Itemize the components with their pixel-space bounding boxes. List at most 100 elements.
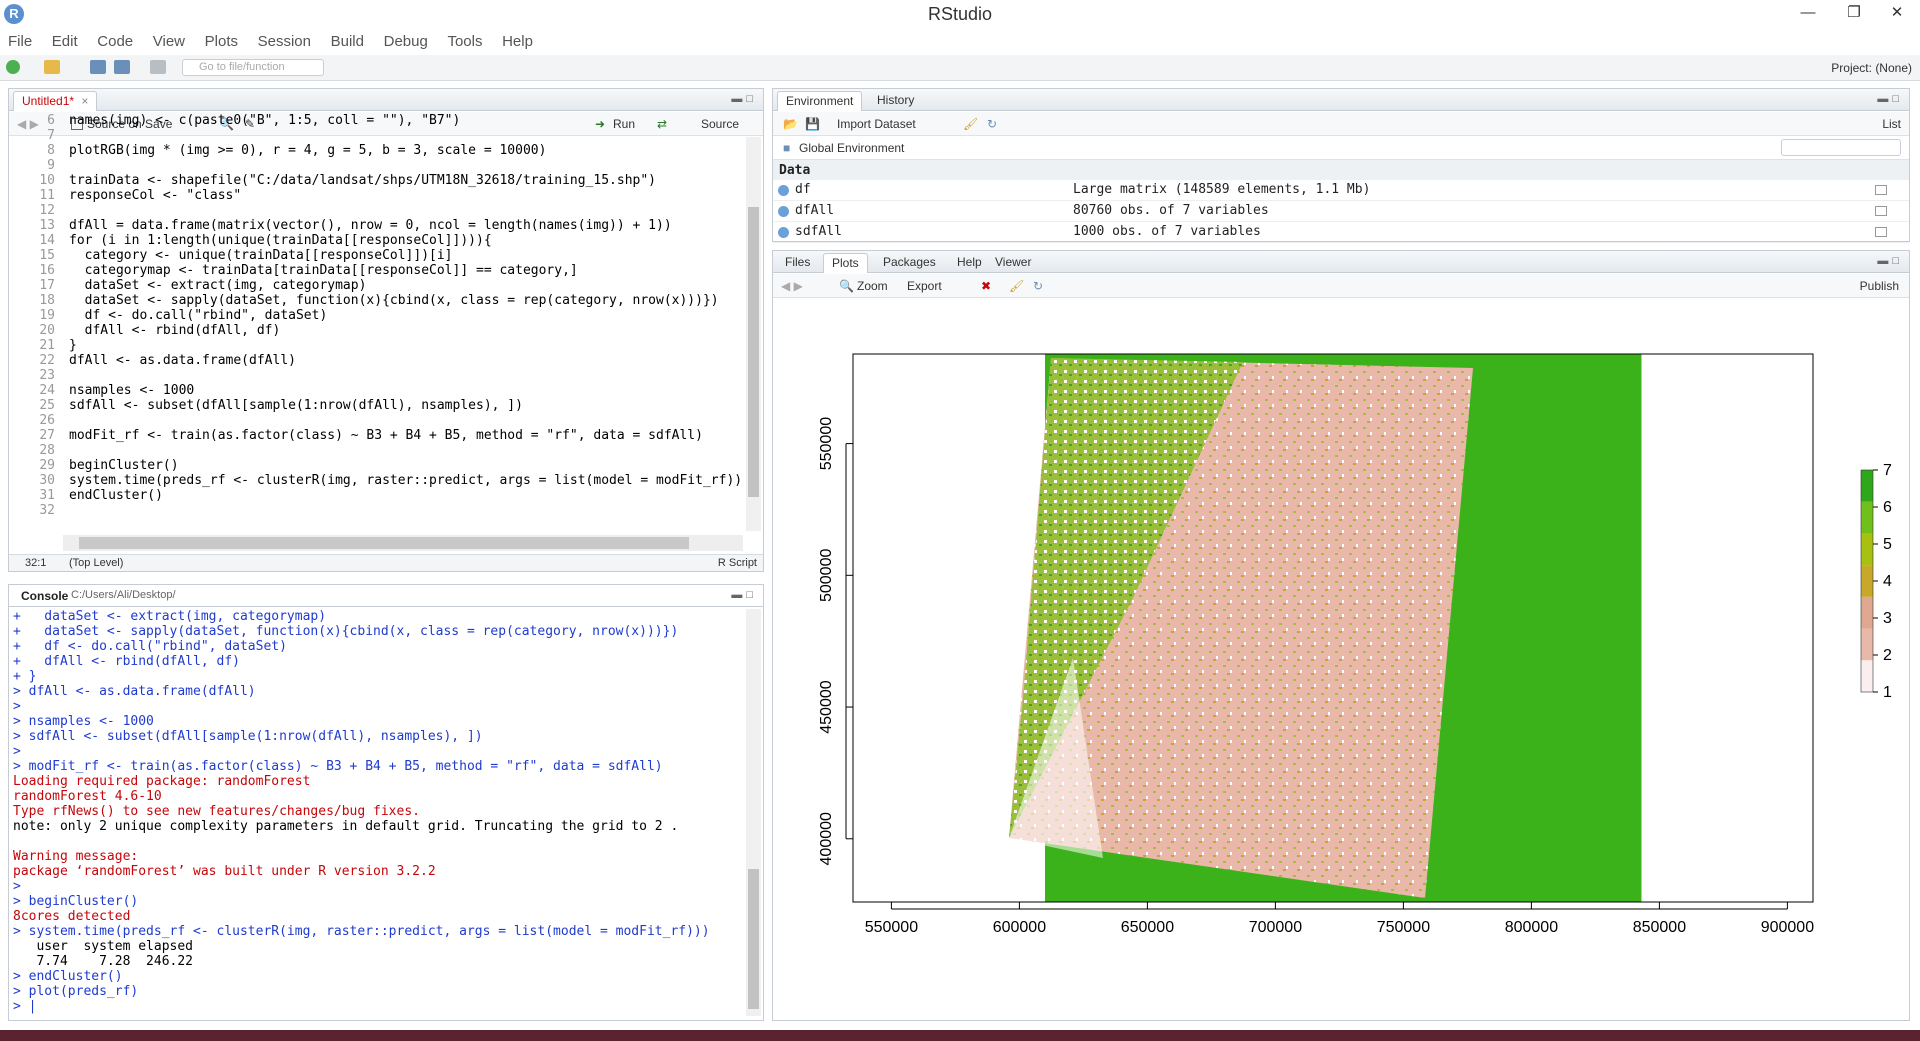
expand-icon[interactable] xyxy=(778,227,789,238)
menu-debug[interactable]: Debug xyxy=(383,33,428,50)
line-number: 15 xyxy=(39,248,55,263)
import-dataset-button[interactable]: Import Dataset xyxy=(837,117,916,131)
save-workspace-icon[interactable]: 💾 xyxy=(805,117,820,131)
run-button[interactable]: Run xyxy=(613,117,636,131)
menu-help[interactable]: Help xyxy=(502,33,533,50)
line-number: 14 xyxy=(39,233,55,248)
menu-session[interactable]: Session xyxy=(257,33,311,50)
clear-plots-icon[interactable]: 🖌 xyxy=(1009,279,1025,293)
expand-icon[interactable] xyxy=(778,206,789,217)
console-line: note: only 2 unique complexity parameter… xyxy=(13,819,679,834)
open-folder-icon[interactable] xyxy=(44,60,60,74)
source-on-save-checkbox[interactable] xyxy=(71,118,83,130)
console-pane: Console C:/Users/Ali/Desktop/ ▬□ + dataS… xyxy=(8,584,764,1021)
new-file-icon[interactable] xyxy=(6,60,20,74)
data-section-header: Data xyxy=(773,160,1909,180)
menu-plots[interactable]: Plots xyxy=(204,33,238,50)
code-editor[interactable]: 6 names(img) <- c(paste0("B", 1:5, coll =… xyxy=(9,113,743,541)
print-icon[interactable] xyxy=(150,60,166,74)
env-minmax-icon[interactable]: ▬□ xyxy=(1877,93,1903,105)
console-vscroll[interactable] xyxy=(746,609,761,1016)
env-row[interactable]: df Large matrix (148589 elements, 1.1 Mb) xyxy=(773,180,1909,201)
console-line: > xyxy=(13,699,21,714)
line-number: 12 xyxy=(39,203,55,218)
grid-view-icon[interactable] xyxy=(1875,227,1887,237)
menu-view[interactable]: View xyxy=(152,33,186,50)
export-button[interactable]: Export xyxy=(907,279,942,293)
code-line: category <- unique(trainData[[responseCo… xyxy=(69,248,453,263)
code-line: df <- do.call("rbind", dataSet) xyxy=(69,308,328,323)
code-line: sdfAll <- subset(dfAll[sample(1:nrow(dfA… xyxy=(69,398,523,413)
menu-file[interactable]: File xyxy=(8,33,33,50)
code-line: } xyxy=(69,338,77,353)
minimize-icon[interactable]: — xyxy=(1800,4,1816,21)
save-icon[interactable] xyxy=(90,60,106,74)
menu-build[interactable]: Build xyxy=(330,33,364,50)
pane-minmax-icon[interactable]: ▬□ xyxy=(731,93,757,105)
tab-history[interactable]: History xyxy=(877,93,915,107)
line-number: 21 xyxy=(39,338,55,353)
plots-minmax-icon[interactable]: ▬□ xyxy=(1877,255,1903,267)
back-icon[interactable]: ◀ ▶ xyxy=(17,117,39,131)
publish-button[interactable]: Publish xyxy=(1859,279,1899,293)
line-number: 23 xyxy=(39,368,55,383)
project-menu[interactable]: Project: (None) xyxy=(1831,61,1912,75)
save-all-icon[interactable] xyxy=(114,60,130,74)
file-type-selector[interactable]: R Script xyxy=(717,557,757,569)
console-title: Console xyxy=(21,589,69,603)
tab-packages[interactable]: Packages xyxy=(883,255,936,269)
code-line: names(img) <- c(paste0("B", 1:5, coll = … xyxy=(69,113,461,128)
env-row[interactable]: sdfAll 1000 obs. of 7 variables xyxy=(773,222,1909,243)
legend-color-segment xyxy=(1861,470,1873,502)
tab-plots[interactable]: Plots xyxy=(823,253,868,273)
zoom-button[interactable]: Zoom xyxy=(857,279,888,293)
line-number: 10 xyxy=(39,173,55,188)
tab-files[interactable]: Files xyxy=(785,255,811,269)
editor-hscroll[interactable] xyxy=(63,535,743,551)
close-tab-icon[interactable]: × xyxy=(81,94,89,108)
menu-tools[interactable]: Tools xyxy=(447,33,483,50)
menu-edit[interactable]: Edit xyxy=(51,33,78,50)
env-scope-icon: ■ xyxy=(783,141,791,155)
refresh-icon[interactable]: ↻ xyxy=(987,117,998,131)
menu-code[interactable]: Code xyxy=(97,33,134,50)
refresh-plot-icon[interactable]: ↻ xyxy=(1033,279,1044,293)
close-icon[interactable]: ✕ xyxy=(1890,4,1904,21)
console-output[interactable]: + dataSet <- extract(img, categorymap) + … xyxy=(13,609,741,1016)
console-line: 7.74 7.28 246.22 xyxy=(13,954,194,969)
global-env-selector[interactable]: Global Environment xyxy=(799,141,905,155)
console-line: Warning message: xyxy=(13,849,139,864)
grid-view-icon[interactable] xyxy=(1875,206,1887,216)
tab-viewer[interactable]: Viewer xyxy=(995,255,1032,269)
expand-icon[interactable] xyxy=(778,185,789,196)
load-workspace-icon[interactable]: 📂 xyxy=(783,117,798,131)
clear-workspace-icon[interactable]: 🖌 xyxy=(963,117,979,131)
tab-help[interactable]: Help xyxy=(957,255,982,269)
prev-plot-icon[interactable]: ◀ ▶ xyxy=(781,279,803,293)
console-line: > plot(preds_rf) xyxy=(13,984,139,999)
view-mode-list[interactable]: List xyxy=(1882,117,1901,131)
env-row[interactable]: dfAll 80760 obs. of 7 variables xyxy=(773,201,1909,222)
scope-selector[interactable]: (Top Level) xyxy=(69,557,124,569)
remove-plot-icon[interactable]: ✖ xyxy=(981,279,992,293)
line-number: 11 xyxy=(39,188,55,203)
editor-vscroll[interactable] xyxy=(746,137,761,531)
legend-color-segment xyxy=(1861,501,1873,534)
rerun-icon[interactable]: ⇄ xyxy=(657,117,668,131)
plots-pane: Files Plots Packages Help Viewer ▬□ ◀ ▶ … xyxy=(772,250,1910,1021)
menu-bar: File Edit Code View Plots Session Build … xyxy=(0,30,1920,54)
code-line: categorymap <- trainData[trainData[[resp… xyxy=(69,263,578,278)
restore-icon[interactable]: ❐ xyxy=(1847,4,1861,21)
console-line: > endCluster() xyxy=(13,969,123,984)
tab-environment[interactable]: Environment xyxy=(777,91,863,111)
source-on-save-label: Source on Save xyxy=(87,117,173,131)
console-line: Loading required package: randomForest xyxy=(13,774,311,789)
console-minmax-icon[interactable]: ▬□ xyxy=(731,589,757,601)
goto-file-input[interactable]: Go to file/function xyxy=(182,59,324,76)
tab-untitled1[interactable]: Untitled1* × xyxy=(13,91,98,111)
source-button[interactable]: Source xyxy=(701,117,740,131)
code-tools-icon[interactable]: ✎ xyxy=(245,117,256,131)
search-icon[interactable]: 🔍 xyxy=(219,117,234,131)
env-search-input[interactable] xyxy=(1781,139,1901,156)
grid-view-icon[interactable] xyxy=(1875,185,1887,195)
